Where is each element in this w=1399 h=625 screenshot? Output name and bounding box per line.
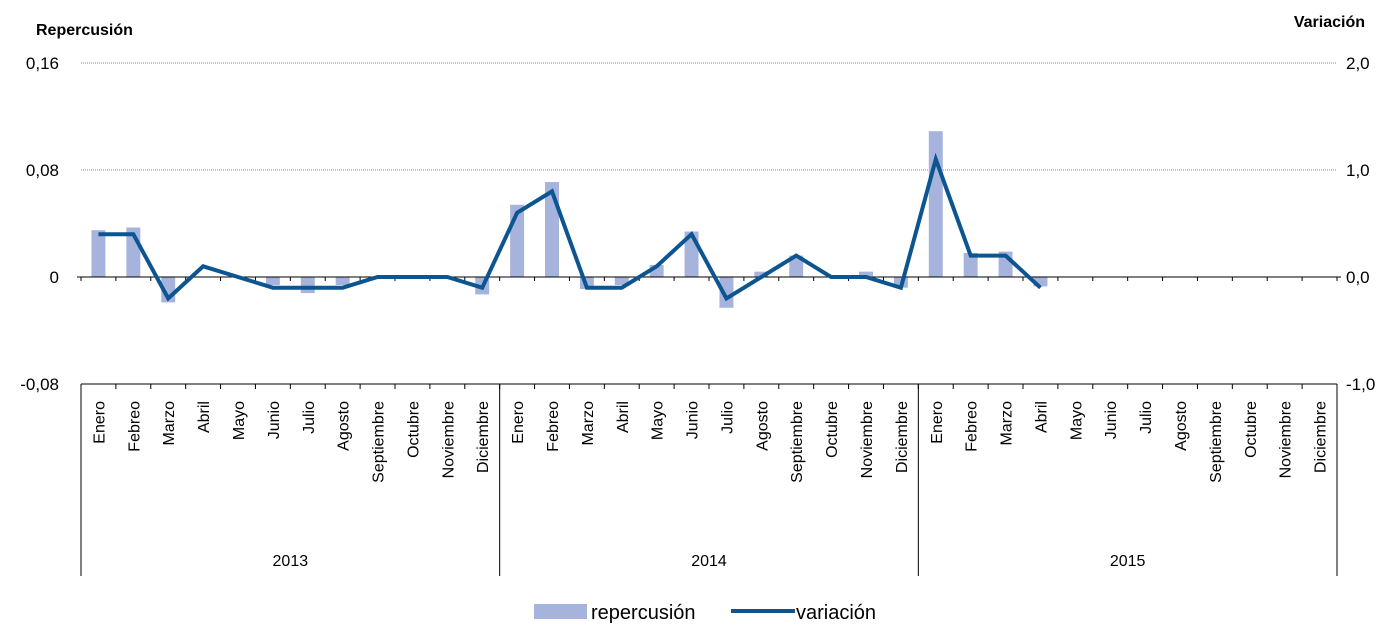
- right-tick-label: 2,0: [1346, 54, 1370, 73]
- right-tick-label: 1,0: [1346, 161, 1370, 180]
- month-label: Diciembre: [475, 401, 492, 473]
- repercusion-bar: [265, 277, 280, 286]
- category-axis: Enero Febreo Marzo Abril Mayo Junio Julio Agost…: [80, 383, 1338, 576]
- left-tick-label: 0,08: [26, 161, 59, 180]
- year-label: 2015: [1110, 553, 1146, 570]
- left-axis-ticks: 0,16 0,08 0 -0,08: [20, 54, 59, 394]
- month-label: Junio: [266, 401, 283, 439]
- month-label: Abril: [1033, 401, 1050, 433]
- month-label: Junio: [685, 401, 702, 439]
- legend-label-repercusion: repercusión: [591, 602, 696, 624]
- repercusion-bar: [928, 131, 943, 277]
- month-label: Diciembre: [894, 401, 911, 473]
- variacion-line-path: [98, 152, 1042, 302]
- repercusion-bar: [754, 271, 769, 277]
- month-label: Abril: [196, 401, 213, 433]
- month-label: Marzo: [580, 401, 597, 446]
- month-label: Julio: [719, 401, 736, 434]
- year-label: 2013: [273, 553, 309, 570]
- month-label: Septiembre: [789, 401, 806, 483]
- right-tick-label: 0,0: [1346, 268, 1370, 287]
- repercusion-bar: [91, 230, 106, 277]
- legend-swatch-repercusion: [534, 604, 587, 619]
- repercusion-bar: [963, 252, 978, 277]
- gridlines: [81, 62, 1337, 385]
- month-label: Octubre: [824, 401, 841, 458]
- repercusion-bar: [1033, 277, 1048, 287]
- repercusion-bar: [859, 271, 873, 277]
- right-axis-ticks: 2,0 1,0 0,0 -1,0: [1346, 54, 1375, 394]
- left-axis-title: Repercusión: [36, 22, 133, 39]
- month-label: Agosto: [1173, 401, 1190, 451]
- repercusion-bar: [335, 277, 350, 286]
- month-label: Junio: [1103, 401, 1120, 439]
- month-label: Febreo: [545, 401, 562, 452]
- month-label: Marzo: [999, 401, 1016, 446]
- month-label: Enero: [929, 401, 946, 444]
- month-label: Septiembre: [1208, 401, 1225, 483]
- repercusion-bar: [300, 277, 315, 294]
- month-label: Noviembre: [859, 401, 876, 478]
- left-tick-label: 0,16: [26, 54, 59, 73]
- month-label: Enero: [91, 401, 108, 444]
- year-label: 2014: [691, 553, 727, 570]
- month-label: Septiembre: [371, 401, 388, 483]
- left-tick-label: -0,08: [20, 375, 59, 394]
- month-label: Febreo: [964, 401, 981, 452]
- legend-label-variacion: variación: [796, 602, 876, 624]
- month-label: Febreo: [126, 401, 143, 452]
- month-label: Mayo: [231, 401, 248, 440]
- month-label: Diciembre: [1313, 401, 1330, 473]
- month-label: Mayo: [650, 401, 667, 440]
- repercusion-bar: [719, 277, 734, 308]
- month-label: Octubre: [405, 401, 422, 458]
- month-label: Octubre: [1243, 401, 1260, 458]
- month-label: Julio: [1138, 401, 1155, 434]
- right-tick-label: -1,0: [1346, 375, 1375, 394]
- legend: repercusión variación: [534, 602, 876, 624]
- month-label: Agosto: [336, 401, 353, 451]
- month-label: Agosto: [754, 401, 771, 451]
- month-label: Mayo: [1068, 401, 1085, 440]
- repercusion-bar: [614, 277, 629, 286]
- variacion-line: [98, 152, 1042, 302]
- month-label: Marzo: [161, 401, 178, 446]
- month-label: Noviembre: [1278, 401, 1295, 478]
- repercusion-bar: [789, 255, 804, 277]
- left-tick-label: 0: [50, 268, 59, 287]
- right-axis-title: Variación: [1294, 14, 1365, 31]
- month-label: Abril: [615, 401, 632, 433]
- month-label: Julio: [301, 401, 318, 434]
- month-label: Noviembre: [440, 401, 457, 478]
- month-label: Enero: [510, 401, 527, 444]
